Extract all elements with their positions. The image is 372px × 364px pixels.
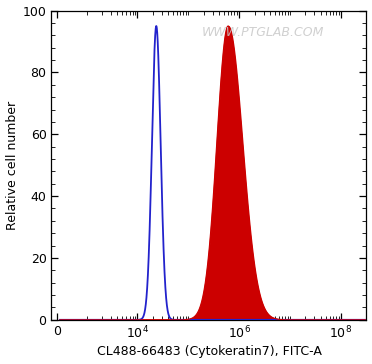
Y-axis label: Relative cell number: Relative cell number — [6, 100, 19, 230]
Text: WWW.PTGLAB.COM: WWW.PTGLAB.COM — [201, 26, 324, 39]
X-axis label: CL488-66483 (Cytokeratin7), FITC-A: CL488-66483 (Cytokeratin7), FITC-A — [96, 345, 321, 359]
